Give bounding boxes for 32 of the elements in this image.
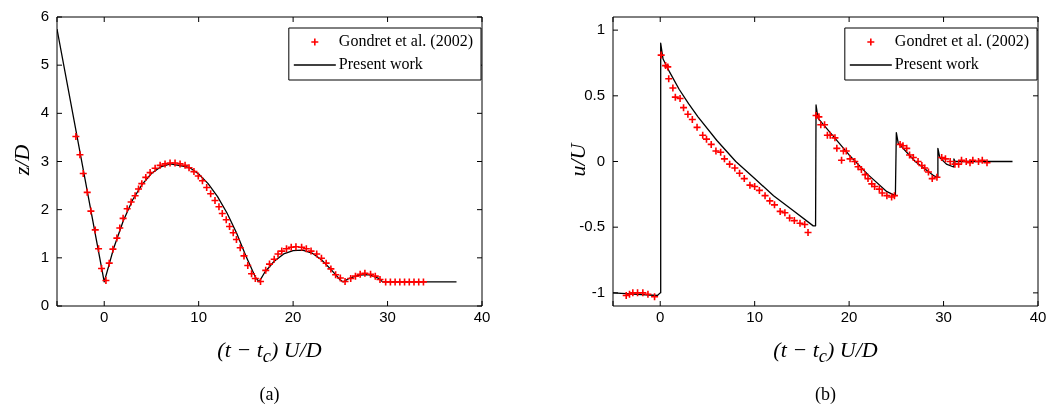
text: (b)	[815, 383, 836, 405]
y-tick-label: 1	[596, 20, 605, 38]
legend-label: Present work	[894, 55, 979, 73]
y-tick-label: 0	[596, 151, 605, 169]
x-tick-label: 20	[840, 308, 858, 326]
y-tick-label: 1	[40, 247, 49, 265]
x-axis-title: (t − t$_{c}$) U/D	[773, 336, 878, 368]
x-tick-label: 20	[284, 308, 302, 326]
y-tick-label: 0	[40, 296, 49, 314]
x-axis-title: (t − t$_{c}$) U/D	[217, 336, 322, 368]
y-tick-label: 3	[40, 151, 49, 169]
x-tick-label: 0	[656, 308, 665, 326]
y-axis-title: z/D	[9, 144, 35, 176]
y-tick-label: 5	[40, 55, 49, 73]
y-tick-label: 6	[40, 7, 49, 25]
legend-label: Present work	[338, 55, 423, 73]
x-tick-label: 40	[473, 308, 491, 326]
x-tick-label: 30	[935, 308, 952, 326]
y-tick-label: -1	[591, 283, 605, 300]
x-tick-label: 0	[100, 308, 109, 326]
x-tick-label: 40	[1029, 308, 1047, 326]
y-axis-title: u/U	[565, 143, 591, 177]
y-tick-label: -0.5	[579, 217, 605, 235]
legend-label: Gondret et al. (2002)	[894, 32, 1030, 51]
y-tick-label: 0.5	[584, 85, 605, 103]
x-tick-label: 10	[190, 308, 208, 326]
y-tick-label: 2	[40, 199, 49, 217]
y-tick-label: 4	[40, 103, 49, 121]
text: (a)	[259, 383, 280, 405]
x-tick-label: 10	[746, 308, 764, 326]
legend-label: Gondret et al. (2002)	[338, 32, 474, 51]
x-tick-label: 30	[379, 308, 396, 326]
